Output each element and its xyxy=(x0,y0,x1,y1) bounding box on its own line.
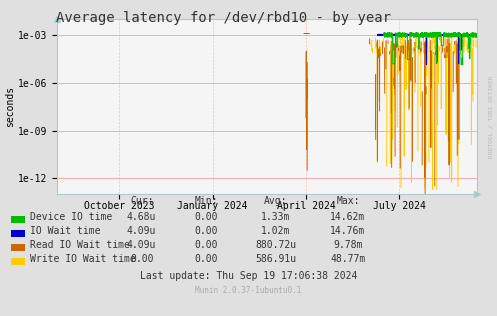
Text: 880.72u: 880.72u xyxy=(255,240,296,250)
Text: 1.33m: 1.33m xyxy=(261,212,291,222)
Text: 48.77m: 48.77m xyxy=(331,254,365,264)
Y-axis label: seconds: seconds xyxy=(5,86,15,127)
Text: Write IO Wait time: Write IO Wait time xyxy=(30,254,136,264)
Text: IO Wait time: IO Wait time xyxy=(30,226,100,236)
Text: 4.09u: 4.09u xyxy=(127,226,157,236)
Text: 4.09u: 4.09u xyxy=(127,240,157,250)
Text: RRDTOOL / TOBI OETIKER: RRDTOOL / TOBI OETIKER xyxy=(488,76,493,158)
Text: Average latency for /dev/rbd10 - by year: Average latency for /dev/rbd10 - by year xyxy=(56,11,391,25)
Text: 9.78m: 9.78m xyxy=(333,240,363,250)
Text: Cur:: Cur: xyxy=(130,196,154,206)
Text: 0.00: 0.00 xyxy=(194,226,218,236)
Text: Read IO Wait time: Read IO Wait time xyxy=(30,240,130,250)
Text: Device IO time: Device IO time xyxy=(30,212,112,222)
Text: 14.62m: 14.62m xyxy=(331,212,365,222)
Text: 1.02m: 1.02m xyxy=(261,226,291,236)
Text: 4.68u: 4.68u xyxy=(127,212,157,222)
Text: Last update: Thu Sep 19 17:06:38 2024: Last update: Thu Sep 19 17:06:38 2024 xyxy=(140,271,357,281)
Text: Avg:: Avg: xyxy=(264,196,288,206)
Text: Min:: Min: xyxy=(194,196,218,206)
Text: Max:: Max: xyxy=(336,196,360,206)
Text: 586.91u: 586.91u xyxy=(255,254,296,264)
Text: 0.00: 0.00 xyxy=(194,240,218,250)
Text: 14.76m: 14.76m xyxy=(331,226,365,236)
Text: 0.00: 0.00 xyxy=(194,212,218,222)
Text: Munin 2.0.37-1ubuntu0.1: Munin 2.0.37-1ubuntu0.1 xyxy=(195,286,302,295)
Text: 0.00: 0.00 xyxy=(130,254,154,264)
Text: 0.00: 0.00 xyxy=(194,254,218,264)
